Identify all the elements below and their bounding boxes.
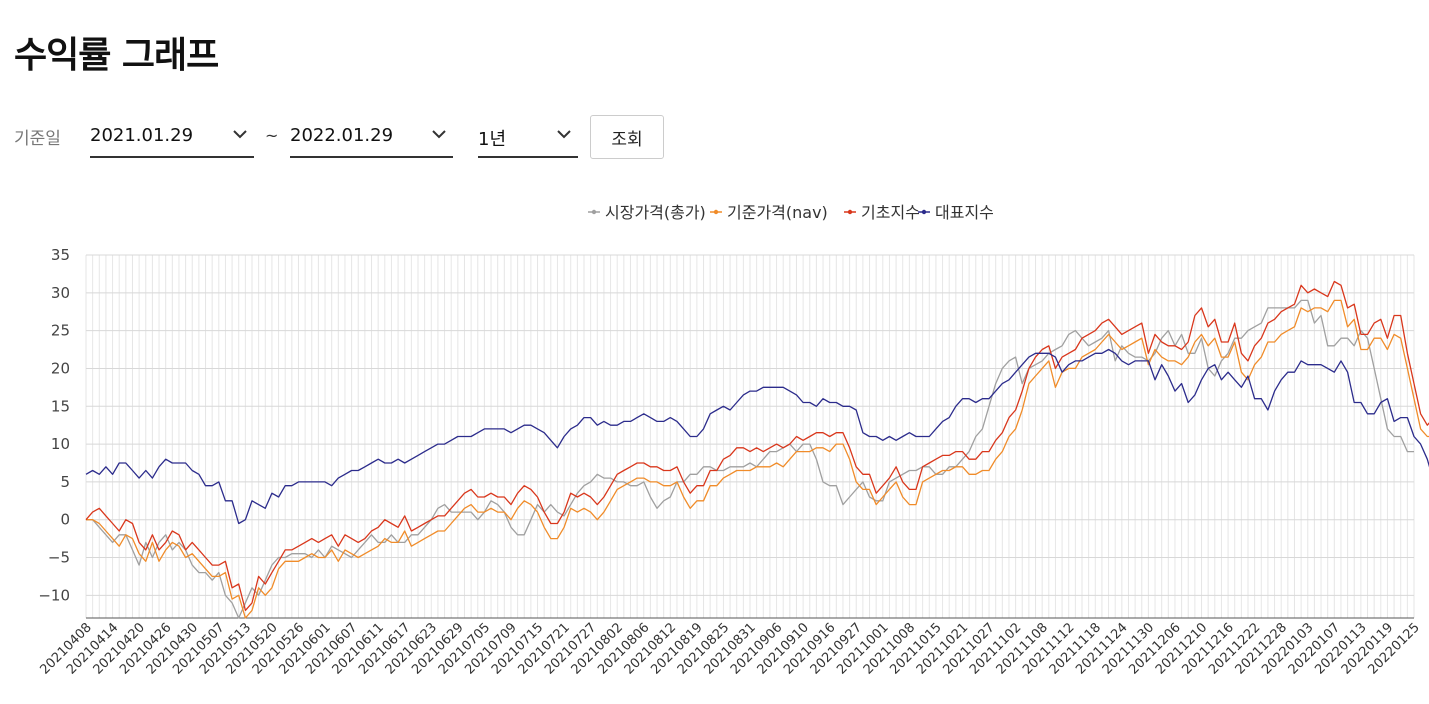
y-tick-label: 5 — [60, 473, 70, 491]
legend-marker — [713, 209, 719, 215]
legend-marker — [847, 209, 853, 215]
page-title: 수익률 그래프 — [14, 35, 219, 76]
series-line — [85, 280, 1429, 612]
y-tick-label: 25 — [51, 322, 70, 340]
y-tick-label: −5 — [48, 549, 70, 567]
legend-label: 기초지수 — [861, 203, 920, 222]
end-date-select[interactable]: 2022.01.29 — [290, 114, 453, 158]
end-date-value: 2022.01.29 — [290, 125, 394, 146]
legend-marker — [591, 209, 597, 215]
x-tick-labels: 2021040820210414202104202021042620210430… — [37, 620, 1422, 677]
series-line — [86, 299, 1414, 619]
series-1 — [86, 299, 1429, 619]
returns-line-chart: −10 −5 0 5 10 15 20 25 30 35 202104082021041420210… — [37, 203, 1429, 678]
y-tick-label: 0 — [60, 511, 70, 529]
series-line — [86, 299, 1429, 619]
y-tick-label: −10 — [38, 586, 70, 604]
start-date-value: 2021.01.29 — [90, 125, 194, 146]
y-tick-label: 30 — [51, 284, 70, 302]
chevron-down-icon — [557, 130, 571, 139]
series-0 — [86, 299, 1414, 619]
period-select[interactable]: 1년 — [478, 114, 578, 158]
y-tick-label: 10 — [51, 435, 70, 453]
vertical-grid — [85, 255, 1415, 618]
base-date-label: 기준일 — [14, 129, 61, 149]
y-tick-label: 20 — [51, 359, 70, 377]
legend-marker — [921, 209, 927, 215]
y-tick-label: 35 — [51, 246, 70, 264]
date-range-separator: ~ — [265, 126, 279, 145]
start-date-select[interactable]: 2021.01.29 — [90, 114, 254, 158]
chevron-down-icon — [432, 130, 446, 139]
y-tick-label: 15 — [51, 397, 70, 415]
series-3 — [85, 348, 1429, 525]
chart-legend: 시장가격(총가) 기준가격(nav) 기초지수 대표지수 — [588, 203, 994, 222]
legend-label: 기준가격(nav) — [727, 203, 828, 222]
chevron-down-icon — [233, 130, 247, 139]
legend-label: 시장가격(총가) — [605, 203, 706, 222]
period-value: 1년 — [478, 129, 507, 150]
series-line — [85, 348, 1429, 525]
series-2 — [85, 280, 1429, 612]
legend-label: 대표지수 — [935, 203, 994, 222]
horizontal-grid: −10 −5 0 5 10 15 20 25 30 35 — [38, 246, 1414, 604]
search-button[interactable]: 조회 — [590, 115, 664, 159]
